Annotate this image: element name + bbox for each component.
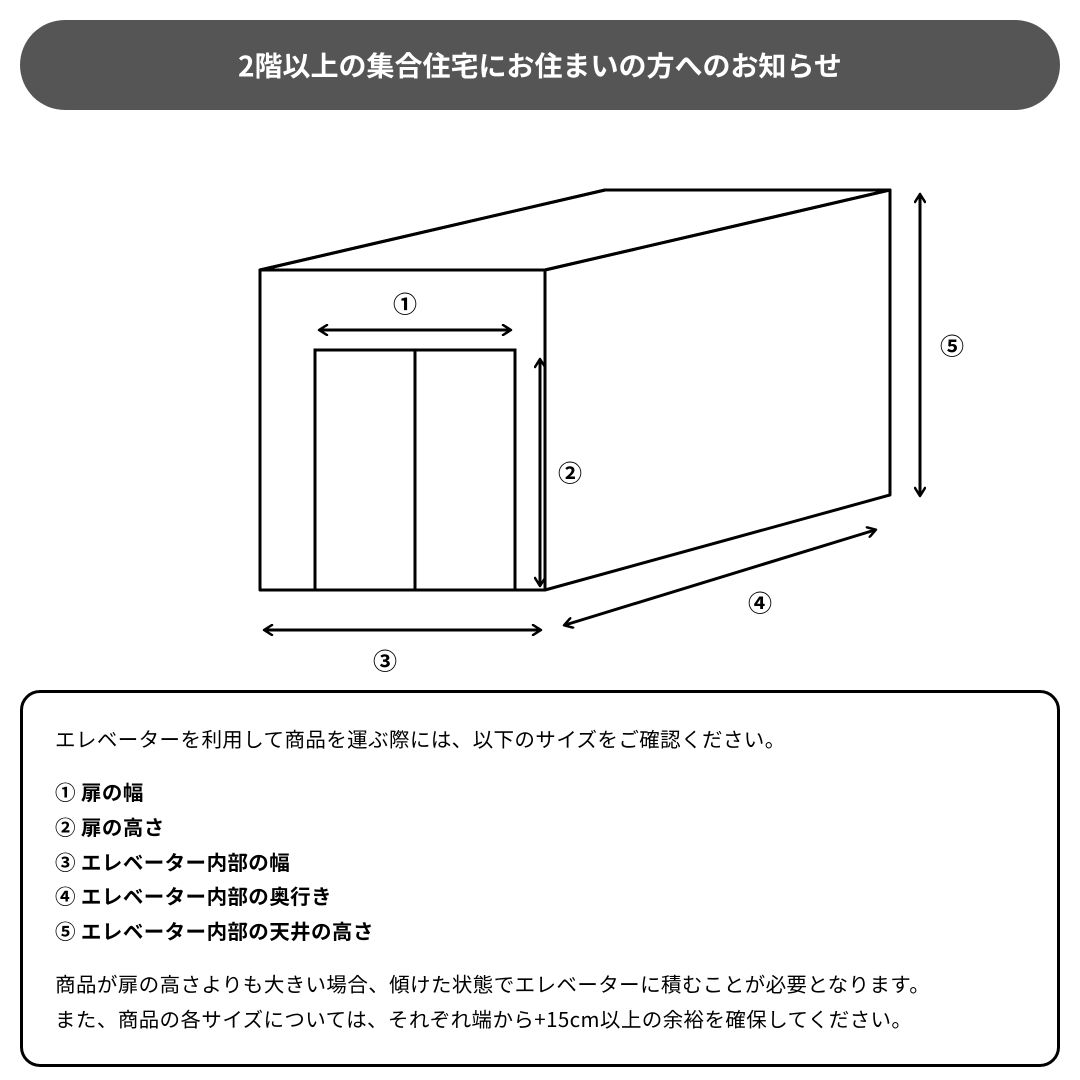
label-2: ② xyxy=(558,454,582,489)
info-note-line2: また、商品の各サイズについては、それぞれ端から+15cm以上の余裕を確保してくだ… xyxy=(55,1001,1025,1036)
elevator-diagram: ① ② ③ ④ ⑤ xyxy=(20,160,1060,670)
info-item-4: ④ エレベーター内部の奥行き xyxy=(55,878,1025,913)
header-title-pill: 2階以上の集合住宅にお住まいの方へのお知らせ xyxy=(20,20,1060,110)
info-note: 商品が扉の高さよりも大きい場合、傾けた状態でエレベーターに積むことが必要となりま… xyxy=(55,966,1025,1036)
label-1: ① xyxy=(393,285,417,320)
label-4: ④ xyxy=(748,584,772,619)
elevator-svg: ① ② ③ ④ ⑤ xyxy=(40,160,1040,680)
dimension-labels: ① ② ③ ④ ⑤ xyxy=(373,285,964,677)
info-note-line1: 商品が扉の高さよりも大きい場合、傾けた状態でエレベーターに積むことが必要となりま… xyxy=(55,966,1025,1001)
info-item-5: ⑤ エレベーター内部の天井の高さ xyxy=(55,913,1025,948)
info-item-3: ③ エレベーター内部の幅 xyxy=(55,844,1025,879)
info-item-2: ② 扉の高さ xyxy=(55,809,1025,844)
label-3: ③ xyxy=(373,642,397,677)
elevator-box xyxy=(260,190,890,590)
info-intro: エレベーターを利用して商品を運ぶ際には、以下のサイズをご確認ください。 xyxy=(55,721,1025,756)
elevator-door xyxy=(315,350,515,590)
label-5: ⑤ xyxy=(940,327,964,362)
header-title-text: 2階以上の集合住宅にお住まいの方へのお知らせ xyxy=(238,45,842,85)
info-list: ① 扉の幅 ② 扉の高さ ③ エレベーター内部の幅 ④ エレベーター内部の奥行き… xyxy=(55,774,1025,948)
info-box: エレベーターを利用して商品を運ぶ際には、以下のサイズをご確認ください。 ① 扉の… xyxy=(20,690,1060,1067)
info-item-1: ① 扉の幅 xyxy=(55,774,1025,809)
arrow-cabin-depth xyxy=(565,530,875,625)
